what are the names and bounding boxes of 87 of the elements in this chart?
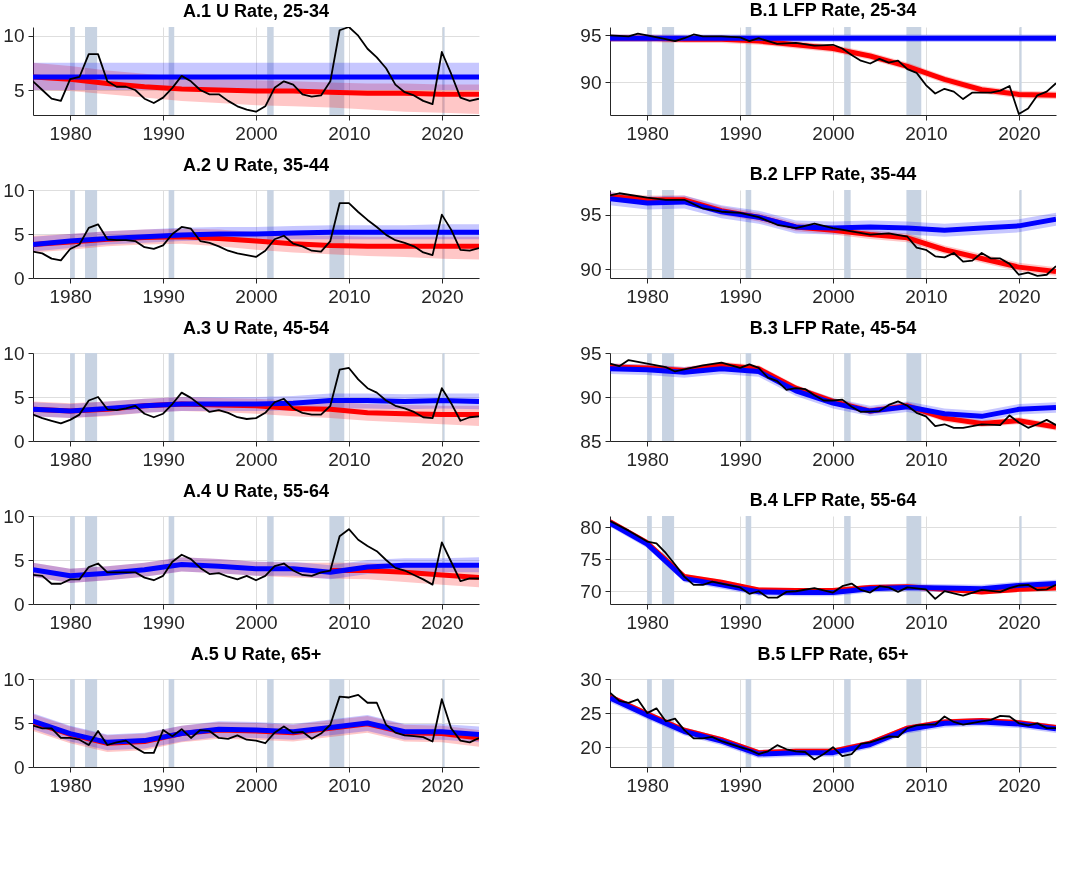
- y-tick-label: 0: [13, 267, 25, 289]
- x-tick-label: 2000: [235, 774, 278, 796]
- y-tick-label: 25: [580, 702, 602, 724]
- x-tick-label: 1980: [49, 285, 92, 307]
- chart-title: B.1 LFP Rate, 25-34: [749, 0, 917, 21]
- x-tick-label: 2000: [812, 774, 855, 796]
- y-tick-label: 75: [580, 548, 602, 570]
- x-tick-label: 2020: [421, 122, 464, 144]
- y-tick-label: 95: [580, 24, 602, 46]
- x-tick-label: 2000: [235, 448, 278, 470]
- x-tick-label: 1990: [719, 285, 762, 307]
- x-tick-label: 2020: [998, 448, 1041, 470]
- x-tick-label: 2020: [998, 611, 1041, 633]
- y-tick-label: 80: [580, 516, 602, 538]
- x-tick-label: 1990: [719, 122, 762, 144]
- y-tick-label: 90: [580, 258, 602, 280]
- x-tick-label: 2000: [235, 285, 278, 307]
- x-tick-label: 1990: [719, 774, 762, 796]
- y-tick-label: 5: [13, 223, 25, 245]
- y-tick-label: 10: [3, 25, 25, 47]
- y-tick-label: 95: [580, 204, 602, 226]
- x-tick-label: 1980: [626, 611, 669, 633]
- y-tick-label: 20: [580, 736, 602, 758]
- x-tick-label: 2000: [235, 611, 278, 633]
- chart-title: A.2 U Rate, 35-44: [182, 155, 330, 175]
- chart-title: B.2 LFP Rate, 35-44: [749, 164, 917, 184]
- x-tick-label: 2000: [812, 611, 855, 633]
- x-tick-label: 2010: [905, 122, 948, 144]
- x-tick-label: 2000: [812, 448, 855, 470]
- x-tick-label: 2000: [235, 122, 278, 144]
- x-tick-label: 2000: [812, 122, 855, 144]
- x-tick-label: 2010: [328, 285, 371, 307]
- y-tick-label: 0: [13, 593, 25, 615]
- y-tick-label: 90: [580, 386, 602, 408]
- x-tick-label: 1990: [142, 285, 185, 307]
- x-tick-label: 1990: [142, 774, 185, 796]
- x-tick-label: 1990: [719, 611, 762, 633]
- x-tick-label: 1990: [142, 611, 185, 633]
- x-tick-label: 2010: [905, 774, 948, 796]
- x-tick-label: 2020: [998, 774, 1041, 796]
- x-tick-label: 2020: [421, 285, 464, 307]
- x-tick-label: 2010: [905, 448, 948, 470]
- y-tick-label: 10: [3, 179, 25, 201]
- y-tick-label: 5: [13, 79, 25, 101]
- x-tick-label: 2010: [905, 285, 948, 307]
- x-tick-label: 1980: [49, 122, 92, 144]
- x-tick-label: 1980: [49, 611, 92, 633]
- chart-title: A.1 U Rate, 25-34: [182, 0, 330, 21]
- x-tick-label: 2010: [905, 611, 948, 633]
- chart-title: A.3 U Rate, 45-54: [182, 318, 330, 338]
- x-tick-label: 1980: [626, 774, 669, 796]
- y-tick-label: 0: [13, 756, 25, 778]
- y-tick-label: 5: [13, 549, 25, 571]
- y-tick-label: 5: [13, 712, 25, 734]
- y-tick-label: 95: [580, 342, 602, 364]
- chart-title: B.3 LFP Rate, 45-54: [749, 318, 917, 338]
- x-tick-label: 2020: [998, 285, 1041, 307]
- y-tick-label: 10: [3, 342, 25, 364]
- x-tick-label: 2010: [328, 611, 371, 633]
- chart-title: A.5 U Rate, 65+: [190, 644, 322, 664]
- x-tick-label: 1980: [626, 448, 669, 470]
- x-tick-label: 1990: [719, 448, 762, 470]
- y-tick-label: 10: [3, 668, 25, 690]
- y-tick-label: 85: [580, 430, 602, 452]
- x-tick-label: 2020: [421, 611, 464, 633]
- x-tick-label: 1980: [626, 285, 669, 307]
- x-tick-label: 2020: [421, 774, 464, 796]
- x-tick-label: 1980: [626, 122, 669, 144]
- y-tick-label: 5: [13, 386, 25, 408]
- x-tick-label: 1990: [142, 448, 185, 470]
- x-tick-label: 2000: [812, 285, 855, 307]
- y-tick-label: 10: [3, 505, 25, 527]
- x-tick-label: 2010: [328, 122, 371, 144]
- chart-title: B.5 LFP Rate, 65+: [757, 644, 909, 664]
- x-tick-label: 1980: [49, 448, 92, 470]
- x-tick-label: 1990: [142, 122, 185, 144]
- y-tick-label: 0: [13, 430, 25, 452]
- x-tick-label: 2020: [998, 122, 1041, 144]
- y-tick-label: 70: [580, 580, 602, 602]
- x-tick-label: 2010: [328, 774, 371, 796]
- x-tick-label: 2010: [328, 448, 371, 470]
- x-tick-label: 1980: [49, 774, 92, 796]
- y-tick-label: 30: [580, 668, 602, 690]
- chart-title: B.4 LFP Rate, 55-64: [749, 490, 917, 510]
- y-tick-label: 90: [580, 71, 602, 93]
- x-tick-label: 2020: [421, 448, 464, 470]
- chart-title: A.4 U Rate, 55-64: [182, 481, 330, 501]
